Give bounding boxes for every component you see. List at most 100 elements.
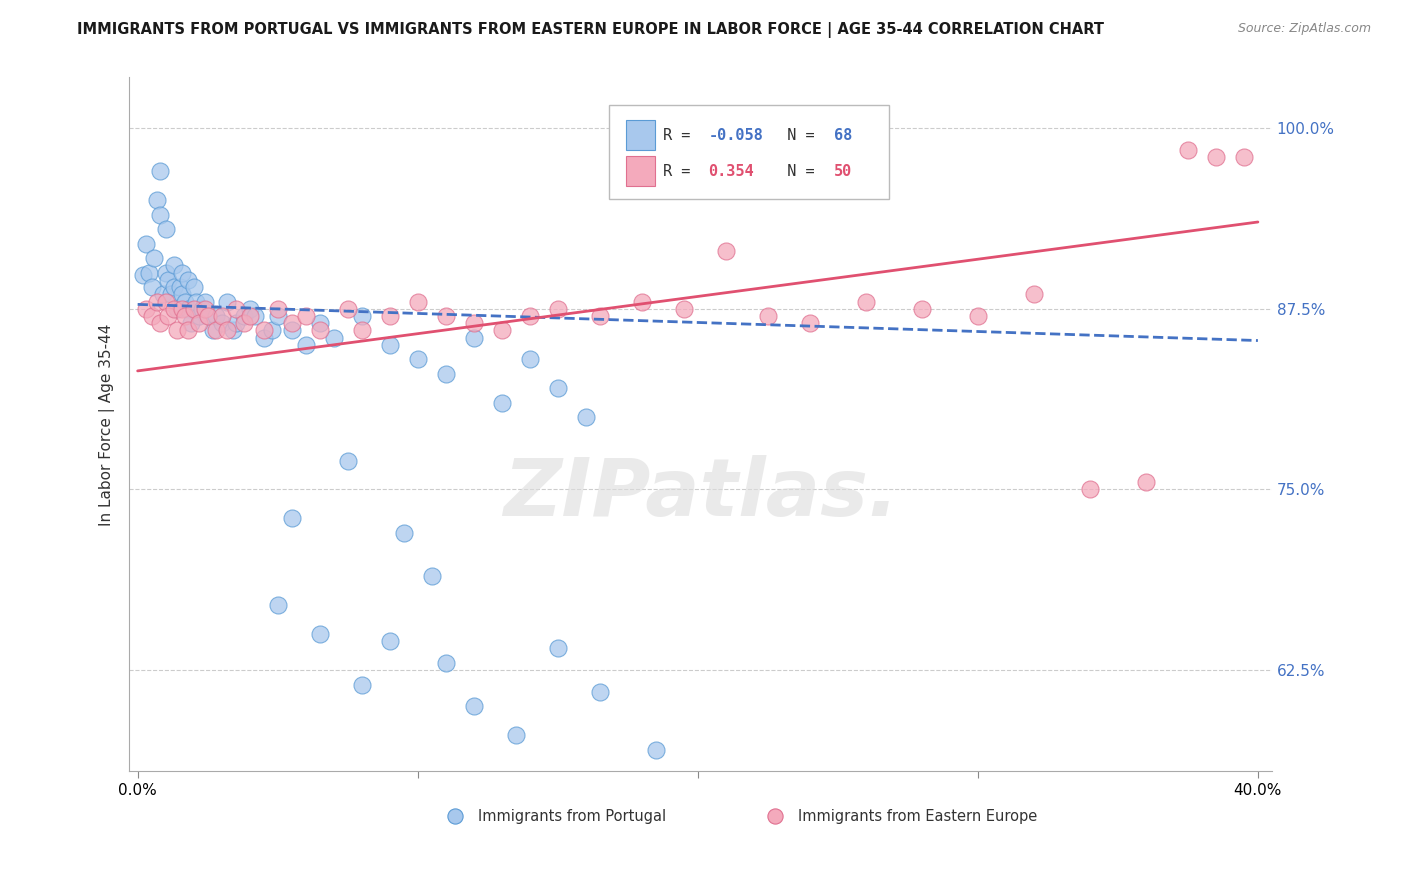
Point: [205, 323, 228, 337]
Point: [194, 294, 217, 309]
Point: [911, 301, 934, 316]
Point: [350, 323, 373, 337]
Point: [575, 410, 598, 425]
Point: [547, 381, 569, 395]
Point: [1177, 143, 1199, 157]
Point: [245, 309, 267, 323]
Point: [174, 294, 197, 309]
Point: [322, 331, 344, 345]
Point: [149, 316, 172, 330]
Text: ZIPatlas.: ZIPatlas.: [503, 455, 898, 533]
Point: [135, 301, 157, 316]
Point: [177, 301, 200, 316]
Point: [406, 294, 429, 309]
Point: [239, 301, 262, 316]
Point: [672, 301, 695, 316]
Point: [138, 266, 160, 280]
Text: R =: R =: [662, 128, 699, 143]
Point: [966, 309, 988, 323]
Point: [378, 634, 401, 648]
Point: [211, 316, 233, 330]
Text: IMMIGRANTS FROM PORTUGAL VS IMMIGRANTS FROM EASTERN EUROPE IN LABOR FORCE | AGE : IMMIGRANTS FROM PORTUGAL VS IMMIGRANTS F…: [77, 22, 1104, 38]
Point: [378, 338, 401, 352]
Point: [294, 338, 316, 352]
Point: [157, 309, 180, 323]
Point: [336, 301, 359, 316]
Point: [1233, 150, 1256, 164]
Text: Immigrants from Portugal: Immigrants from Portugal: [478, 809, 666, 824]
Point: [756, 309, 779, 323]
Point: [266, 301, 288, 316]
Point: [855, 294, 877, 309]
Point: [155, 222, 177, 236]
Text: Immigrants from Eastern Europe: Immigrants from Eastern Europe: [797, 809, 1038, 824]
Point: [152, 287, 174, 301]
Point: [141, 309, 163, 323]
Point: [186, 294, 208, 309]
Point: [547, 641, 569, 656]
Point: [336, 453, 359, 467]
Point: [434, 309, 457, 323]
Point: [350, 309, 373, 323]
Point: [174, 309, 197, 323]
Point: [172, 287, 194, 301]
Point: [155, 294, 177, 309]
Point: [491, 395, 513, 409]
Point: [519, 352, 541, 367]
Point: [1078, 483, 1101, 497]
Point: [177, 273, 200, 287]
Point: [262, 323, 284, 337]
Point: [205, 309, 228, 323]
Point: [280, 511, 302, 525]
Point: [132, 268, 155, 283]
Point: [163, 301, 186, 316]
Point: [166, 323, 188, 337]
Bar: [626, 156, 655, 186]
Point: [188, 316, 211, 330]
Point: [266, 598, 288, 612]
Point: [434, 656, 457, 670]
Point: [491, 323, 513, 337]
Point: [308, 316, 330, 330]
Point: [146, 294, 169, 309]
Point: [1135, 475, 1157, 490]
Point: [188, 309, 211, 323]
Point: [163, 280, 186, 294]
Point: [160, 287, 183, 301]
Point: [547, 301, 569, 316]
Point: [280, 323, 302, 337]
Point: [135, 236, 157, 251]
Point: [294, 309, 316, 323]
Point: [519, 309, 541, 323]
Point: [225, 316, 247, 330]
Point: [350, 677, 373, 691]
Point: [149, 208, 172, 222]
Point: [233, 309, 256, 323]
Point: [217, 294, 239, 309]
Point: [644, 742, 666, 756]
Text: 0.354: 0.354: [709, 163, 754, 178]
Point: [183, 301, 205, 316]
Point: [172, 301, 194, 316]
Point: [253, 323, 276, 337]
Point: [197, 309, 219, 323]
Point: [191, 301, 214, 316]
Point: [180, 316, 202, 330]
Text: N =: N =: [769, 128, 824, 143]
Point: [253, 331, 276, 345]
Point: [799, 316, 821, 330]
Point: [146, 194, 169, 208]
FancyBboxPatch shape: [609, 105, 889, 199]
Point: [177, 323, 200, 337]
Point: [505, 728, 527, 742]
Y-axis label: In Labor Force | Age 35-44: In Labor Force | Age 35-44: [100, 323, 115, 525]
Point: [266, 309, 288, 323]
Point: [155, 266, 177, 280]
Point: [434, 367, 457, 381]
Point: [141, 280, 163, 294]
Point: [225, 301, 247, 316]
Point: [239, 309, 262, 323]
Point: [163, 259, 186, 273]
Bar: [626, 120, 655, 150]
Point: [589, 309, 612, 323]
